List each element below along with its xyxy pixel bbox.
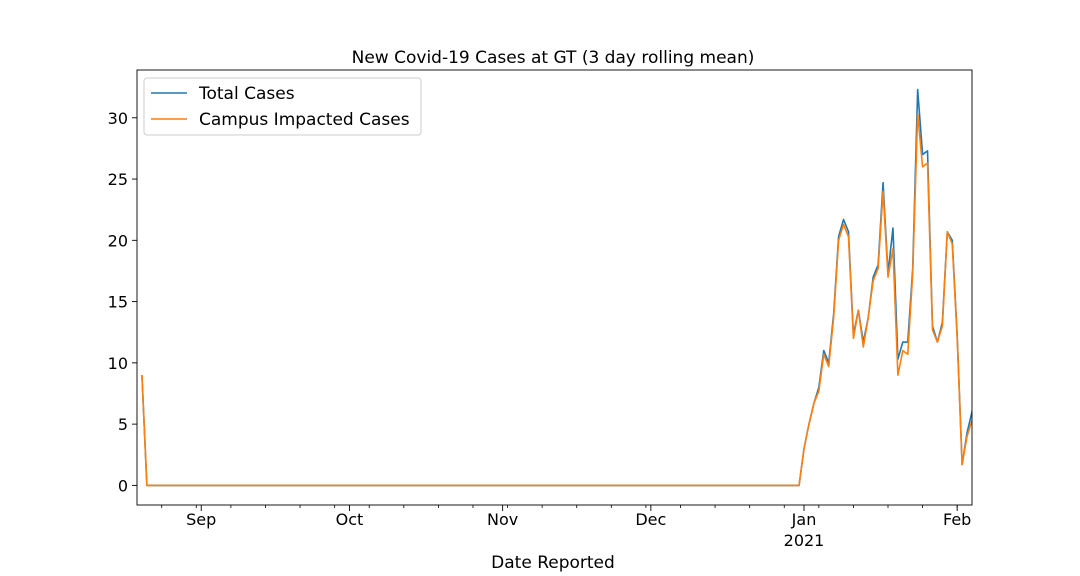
x-tick-label: Oct — [336, 510, 364, 529]
legend-label: Total Cases — [198, 84, 295, 104]
y-tick-label: 5 — [118, 415, 128, 434]
y-tick-label: 25 — [108, 170, 128, 189]
series-layer — [141, 88, 972, 487]
legend-label: Campus Impacted Cases — [199, 110, 410, 130]
axes-frame — [136, 69, 973, 506]
y-tick-label: 20 — [108, 231, 128, 250]
y-tick-label: 15 — [108, 293, 128, 312]
x-axis: Sep Oct Nov Dec Jan 2021 Feb — [161, 505, 971, 550]
x-tick-label: Nov — [487, 510, 518, 529]
legend-box — [143, 77, 422, 136]
x-tick-label: Dec — [635, 510, 666, 529]
x-tick-year-label: 2021 — [784, 531, 825, 550]
plot-frame — [136, 69, 973, 506]
chart-title: New Covid-19 Cases at GT (3 day rolling … — [352, 48, 755, 68]
y-tick-label: 10 — [108, 354, 128, 373]
plot-background — [137, 70, 972, 505]
legend: Total Cases Campus Impacted Cases — [143, 77, 422, 136]
y-tick-label: 30 — [108, 109, 128, 128]
x-axis-label: Date Reported — [491, 553, 615, 573]
x-tick-label: Jan — [791, 510, 817, 529]
x-tick-label: Sep — [186, 510, 216, 529]
y-tick-label: 0 — [118, 476, 128, 495]
y-axis: 0 5 10 15 20 25 30 — [108, 109, 137, 495]
x-tick-label: Feb — [943, 510, 971, 529]
series-line-2 — [141, 113, 972, 487]
plot-area — [137, 70, 972, 505]
